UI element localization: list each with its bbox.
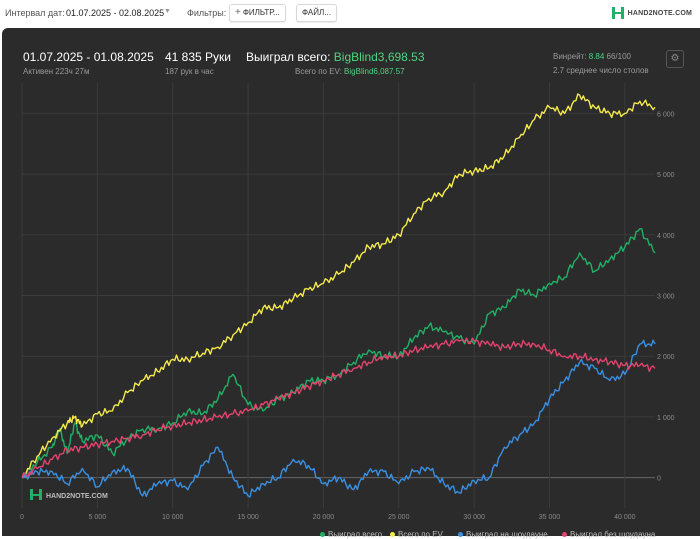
filter-button-label: ФИЛЬТР... bbox=[242, 8, 280, 17]
won-total: Выиграл всего: BigBlind3,698.53 bbox=[246, 50, 425, 64]
legend-item-ev[interactable]: Всего по EV bbox=[390, 530, 443, 539]
legend-label: Всего по EV bbox=[398, 530, 443, 539]
y-tick-label: 5 000 bbox=[657, 172, 675, 179]
y-tick-label: 0 bbox=[657, 476, 661, 483]
filter-button[interactable]: + ФИЛЬТР... bbox=[229, 4, 286, 22]
legend-dot bbox=[390, 532, 395, 537]
legend-label: Выиграл без шоудауна bbox=[570, 530, 656, 539]
date-range-title: 01.07.2025 - 01.08.2025 bbox=[23, 50, 154, 64]
x-tick-label: 35 000 bbox=[539, 514, 561, 521]
watermark-mark bbox=[30, 489, 33, 500]
hands-per-hour: 187 рук в час bbox=[165, 67, 214, 76]
x-tick-label: 25 000 bbox=[388, 514, 410, 521]
ev-value: BigBlind6,087.57 bbox=[344, 67, 405, 76]
x-tick-label: 0 bbox=[20, 514, 24, 521]
app-logo: HAND2NOTE.COM bbox=[611, 5, 692, 21]
watermark-mark bbox=[39, 489, 42, 500]
legend-label: Выиграл на шоудауне bbox=[466, 530, 548, 539]
x-tick-label: 30 000 bbox=[463, 514, 485, 521]
x-tick-label: 40 000 bbox=[614, 514, 636, 521]
legend-item-showdown[interactable]: Выиграл на шоудауне bbox=[458, 530, 548, 539]
chevron-down-icon[interactable]: ▼ bbox=[164, 8, 171, 15]
hands-count: 41 835 Руки bbox=[165, 50, 231, 64]
profit-chart: 0 1 000 2 000 3 000 4 000 5 000 6 000 0 5 000 10 … bbox=[20, 83, 675, 521]
watermark-logo bbox=[30, 489, 42, 500]
legend-dot bbox=[458, 532, 463, 537]
legend-dot bbox=[320, 532, 325, 537]
y-tick-label: 1 000 bbox=[657, 415, 675, 422]
legend-item-won[interactable]: Выиграл всего bbox=[320, 530, 382, 539]
winrate-value: 8.84 bbox=[588, 52, 605, 61]
x-tick-label: 20 000 bbox=[313, 514, 335, 521]
series-line-2 bbox=[21, 93, 656, 479]
winrate-rest: 66/100 bbox=[606, 52, 631, 61]
graph-panel: 01.07.2025 - 01.08.2025 Активен 223ч 27м… bbox=[2, 28, 700, 539]
toolbar: Интервал дат: 01.07.2025 - 02.08.2025 ▼ … bbox=[0, 0, 700, 26]
files-button[interactable]: ФАЙЛ... bbox=[296, 4, 337, 22]
plus-icon: + bbox=[235, 7, 241, 18]
watermark-text: HAND2NOTE.COM bbox=[46, 493, 108, 500]
ev-label: Всего по EV: bbox=[295, 67, 342, 76]
y-tick-label: 6 000 bbox=[657, 111, 675, 118]
files-button-label: ФАЙЛ... bbox=[302, 8, 331, 17]
y-tick-label: 3 000 bbox=[657, 294, 675, 301]
winrate-label: Винрейт: bbox=[553, 52, 587, 61]
won-value: BigBlind3,698.53 bbox=[333, 50, 425, 64]
series-line-4 bbox=[21, 337, 656, 478]
winrate: Винрейт: 8.84 66/100 bbox=[553, 52, 631, 61]
settings-gear-icon[interactable]: ⚙ bbox=[666, 50, 684, 68]
avg-tables: 2.7 среднее число столов bbox=[553, 66, 649, 75]
won-label: Выиграл всего: bbox=[246, 50, 331, 64]
legend-dot bbox=[562, 532, 567, 537]
x-tick-label: 5 000 bbox=[89, 514, 107, 521]
y-tick-label: 2 000 bbox=[657, 354, 675, 361]
ev-total: Всего по EV: BigBlind6,087.57 bbox=[295, 67, 405, 76]
y-tick-label: 4 000 bbox=[657, 233, 675, 240]
x-tick-label: 15 000 bbox=[237, 514, 259, 521]
legend-label: Выиграл всего bbox=[328, 530, 383, 539]
series-line-3 bbox=[21, 339, 656, 498]
date-range-selector[interactable]: 01.07.2025 - 02.08.2025 bbox=[66, 8, 165, 18]
legend-item-non-showdown[interactable]: Выиграл без шоудауна bbox=[562, 530, 655, 539]
logo-icon bbox=[611, 7, 624, 19]
x-tick-label: 10 000 bbox=[162, 514, 184, 521]
watermark-mark bbox=[33, 494, 39, 496]
active-time: Активен 223ч 27м bbox=[23, 67, 90, 76]
filters-label: Фильтры: bbox=[187, 8, 227, 18]
logo-text: HAND2NOTE.COM bbox=[627, 9, 692, 17]
interval-label: Интервал дат: bbox=[5, 8, 65, 18]
